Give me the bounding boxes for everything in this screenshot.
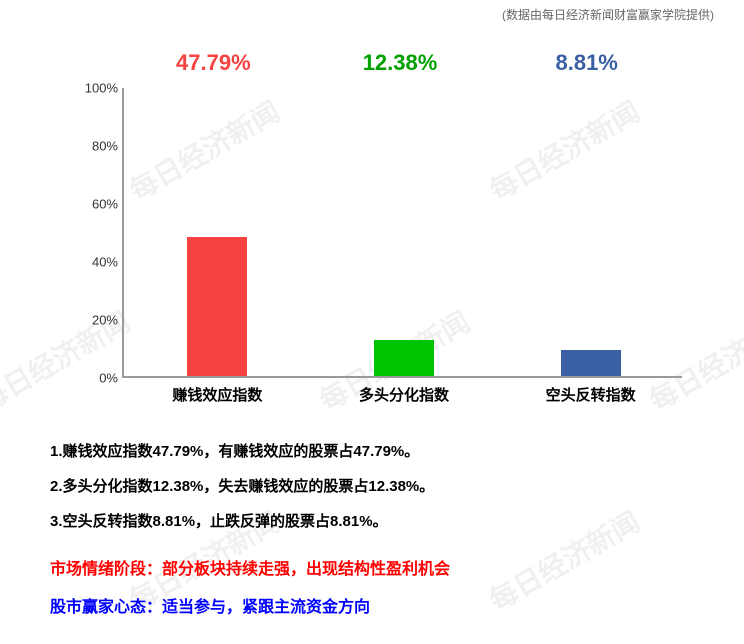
x-label-0: 赚钱效应指数 xyxy=(124,384,310,405)
y-tick: 80% xyxy=(92,139,118,154)
notes-block: 1.赚钱效应指数47.79%，有赚钱效应的股票占47.79%。 2.多头分化指数… xyxy=(50,440,690,631)
bar-0 xyxy=(187,237,247,376)
y-tick: 60% xyxy=(92,197,118,212)
sentiment-line-0: 市场情绪阶段：部分板块持续走强，出现结构性盈利机会 xyxy=(50,555,690,579)
plot-area: 赚钱效应指数 多头分化指数 空头反转指数 xyxy=(122,88,682,378)
y-tick: 40% xyxy=(92,255,118,270)
bar-1 xyxy=(374,340,434,376)
big-value-2: 8.81% xyxy=(493,50,680,76)
source-note: (数据由每日经济新闻财富赢家学院提供) xyxy=(502,6,714,23)
big-value-0: 47.79% xyxy=(120,50,307,76)
big-value-1: 12.38% xyxy=(307,50,494,76)
bar-chart: 赚钱效应指数 多头分化指数 空头反转指数 0% 20% 40% 60% 80% 100% xyxy=(50,78,700,408)
big-value-row: 47.79% 12.38% 8.81% xyxy=(120,50,680,76)
x-label-1: 多头分化指数 xyxy=(311,384,497,405)
sentiment-line-1: 股市赢家心态：适当参与，紧跟主流资金方向 xyxy=(50,593,690,617)
y-tick: 0% xyxy=(99,371,118,386)
note-line: 2.多头分化指数12.38%，失去赚钱效应的股票占12.38%。 xyxy=(50,475,690,496)
y-tick: 100% xyxy=(85,81,118,96)
x-label-2: 空头反转指数 xyxy=(498,384,684,405)
bar-2 xyxy=(561,350,621,376)
note-line: 1.赚钱效应指数47.79%，有赚钱效应的股票占47.79%。 xyxy=(50,440,690,461)
y-tick: 20% xyxy=(92,313,118,328)
note-line: 3.空头反转指数8.81%，止跌反弹的股票占8.81%。 xyxy=(50,510,690,531)
